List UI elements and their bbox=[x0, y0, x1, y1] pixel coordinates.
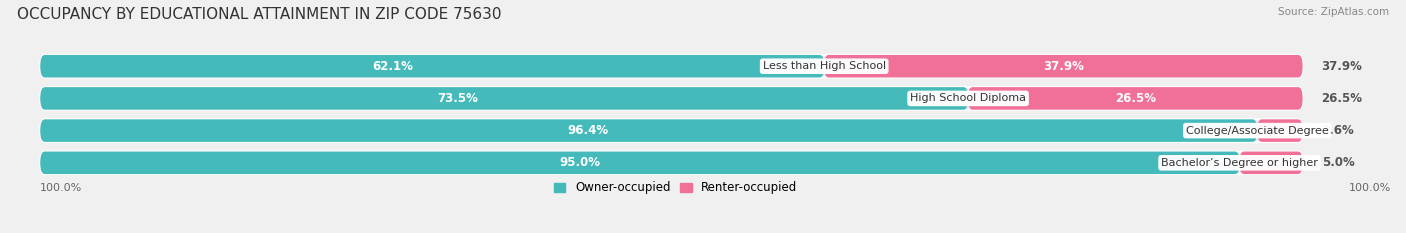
Text: 62.1%: 62.1% bbox=[373, 60, 413, 73]
FancyBboxPatch shape bbox=[41, 151, 1302, 174]
Text: 37.9%: 37.9% bbox=[1043, 60, 1084, 73]
Text: 37.9%: 37.9% bbox=[1322, 60, 1362, 73]
Text: 100.0%: 100.0% bbox=[41, 183, 83, 193]
Text: Bachelor’s Degree or higher: Bachelor’s Degree or higher bbox=[1161, 158, 1317, 168]
FancyBboxPatch shape bbox=[1257, 119, 1302, 142]
Text: 3.6%: 3.6% bbox=[1322, 124, 1354, 137]
Text: 73.5%: 73.5% bbox=[437, 92, 478, 105]
FancyBboxPatch shape bbox=[41, 55, 1302, 78]
FancyBboxPatch shape bbox=[1240, 151, 1302, 174]
Text: 26.5%: 26.5% bbox=[1115, 92, 1156, 105]
Text: 100.0%: 100.0% bbox=[1348, 183, 1391, 193]
Text: Less than High School: Less than High School bbox=[762, 61, 886, 71]
FancyBboxPatch shape bbox=[41, 151, 1240, 174]
Text: 96.4%: 96.4% bbox=[567, 124, 609, 137]
Text: OCCUPANCY BY EDUCATIONAL ATTAINMENT IN ZIP CODE 75630: OCCUPANCY BY EDUCATIONAL ATTAINMENT IN Z… bbox=[17, 7, 502, 22]
Text: High School Diploma: High School Diploma bbox=[910, 93, 1026, 103]
Text: 5.0%: 5.0% bbox=[1322, 156, 1354, 169]
FancyBboxPatch shape bbox=[41, 87, 969, 110]
Text: 26.5%: 26.5% bbox=[1322, 92, 1362, 105]
FancyBboxPatch shape bbox=[41, 119, 1302, 142]
Text: Source: ZipAtlas.com: Source: ZipAtlas.com bbox=[1278, 7, 1389, 17]
FancyBboxPatch shape bbox=[969, 87, 1302, 110]
Text: College/Associate Degree: College/Associate Degree bbox=[1185, 126, 1329, 136]
FancyBboxPatch shape bbox=[824, 55, 1302, 78]
FancyBboxPatch shape bbox=[41, 87, 1302, 110]
Legend: Owner-occupied, Renter-occupied: Owner-occupied, Renter-occupied bbox=[554, 182, 797, 195]
FancyBboxPatch shape bbox=[41, 55, 824, 78]
Text: 95.0%: 95.0% bbox=[560, 156, 600, 169]
FancyBboxPatch shape bbox=[41, 119, 1257, 142]
